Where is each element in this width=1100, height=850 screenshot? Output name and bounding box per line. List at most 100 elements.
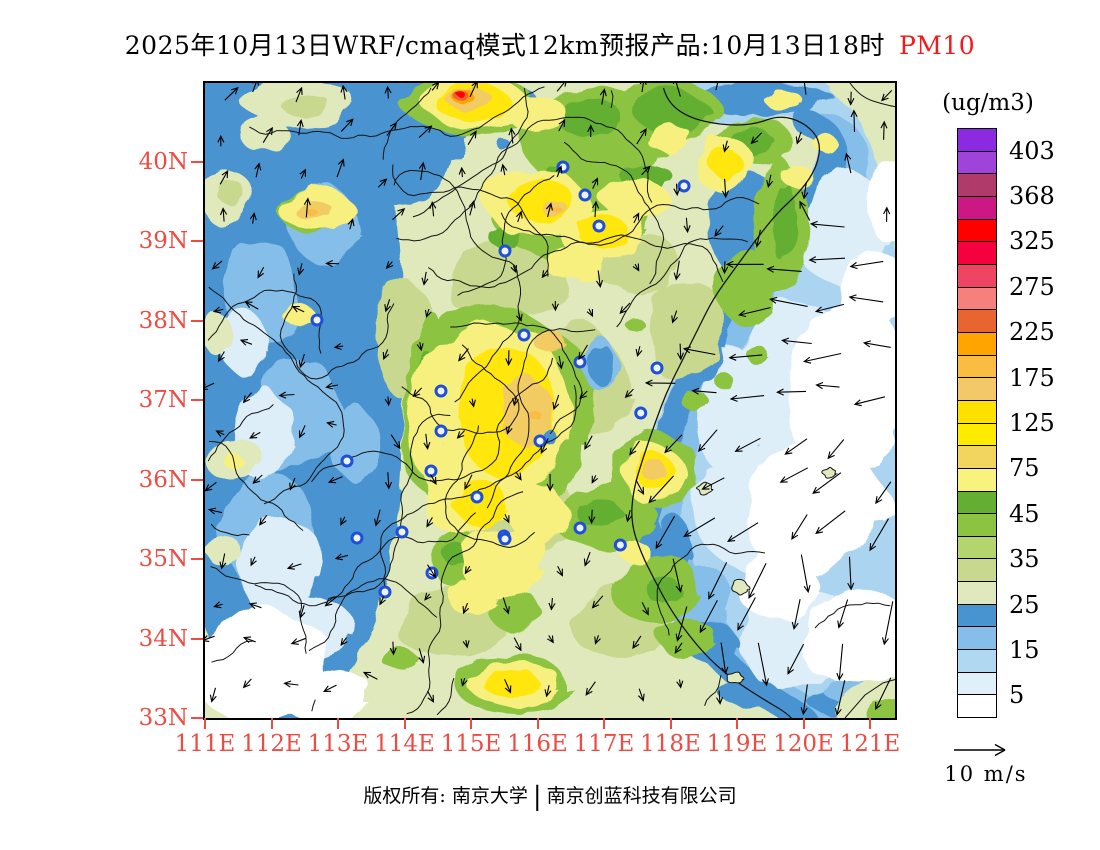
wind-arrow — [587, 124, 595, 138]
wind-arrow — [515, 312, 523, 322]
wind-arrow — [556, 565, 563, 577]
wind-arrow — [427, 690, 435, 704]
lon-label-116E: 116E — [507, 731, 568, 757]
colorbar-tick-label-225: 225 — [1009, 318, 1055, 347]
wind-arrow — [505, 426, 513, 435]
wind-arrow — [809, 220, 845, 228]
wind-arrow — [701, 477, 725, 490]
wind-arrow — [412, 387, 423, 398]
wind-arrow — [728, 353, 763, 361]
plot-title-text: 2025年10月13日WRF/cmaq模式12km预报产品:10月13日18时 — [124, 31, 885, 60]
wind-arrow — [418, 161, 426, 181]
wind-arrow — [385, 472, 393, 490]
wind-arrow — [505, 350, 513, 367]
wind-arrow — [671, 310, 678, 324]
lat-label-38N: 38N — [138, 307, 188, 334]
colorbar-cell-11 — [958, 378, 996, 401]
wind-arrow — [298, 353, 306, 369]
wind-arrow — [213, 601, 223, 609]
lon-tick-114E — [403, 718, 406, 729]
city-marker — [634, 406, 648, 420]
wind-arrow — [748, 562, 767, 599]
wind-arrow — [283, 680, 299, 688]
wind-arrow — [392, 208, 406, 221]
wind-arrow — [429, 201, 437, 217]
wind-arrow — [721, 261, 729, 275]
wind-arrow — [591, 475, 599, 484]
lat-label-39N: 39N — [138, 228, 188, 255]
wind-arrow — [541, 269, 549, 279]
wind-arrow — [814, 303, 845, 314]
wind-arrow — [205, 481, 217, 492]
wind-arrow — [847, 556, 855, 591]
colorbar-tick-label-45: 45 — [1009, 499, 1040, 528]
colorbar-unit-label: (ug/m3) — [942, 90, 1034, 116]
wind-arrow — [585, 681, 596, 696]
lon-tick-119E — [736, 718, 738, 729]
wind-arrow — [468, 200, 476, 216]
wind-arrow — [808, 256, 846, 264]
colorbar-tick-label-325: 325 — [1009, 227, 1055, 256]
wind-arrow — [418, 125, 433, 138]
lat-tick-40N — [191, 161, 203, 163]
wind-arrow — [674, 642, 683, 654]
wind-arrow — [592, 200, 600, 218]
lon-label-120E: 120E — [773, 731, 834, 757]
wind-arrow — [386, 121, 397, 136]
wind-arrow — [298, 605, 306, 619]
wind-arrow — [299, 168, 306, 179]
wind-arrow — [469, 83, 478, 98]
colorbar-cell-13 — [958, 423, 996, 447]
city-marker — [350, 531, 364, 545]
wind-arrow — [291, 305, 305, 313]
lon-tick-121E — [869, 718, 871, 729]
wind-arrow — [467, 130, 477, 145]
wind-arrow — [629, 440, 640, 456]
wind-scale-arrow-icon — [954, 743, 1006, 757]
lat-label-33N: 33N — [138, 705, 188, 731]
wind-arrow — [639, 83, 647, 93]
wind-arrow — [635, 346, 643, 358]
wind-arrow — [242, 678, 252, 689]
wind-arrow — [750, 132, 762, 145]
city-marker — [434, 424, 448, 438]
wind-arrow — [853, 396, 886, 407]
wind-arrow — [880, 120, 888, 140]
wind-arrow — [503, 514, 510, 524]
city-marker — [578, 188, 592, 202]
wind-arrow — [776, 388, 807, 396]
wind-arrow — [416, 342, 424, 352]
wind-arrow — [624, 388, 634, 399]
forecast-map — [205, 83, 895, 718]
colorbar-cell-10 — [958, 355, 996, 379]
lat-tick-35N — [191, 558, 203, 561]
wind-arrow — [286, 563, 302, 570]
wind-arrow — [849, 260, 884, 270]
wind-arrow — [333, 342, 344, 350]
plot-title: 2025年10月13日WRF/cmaq模式12km预报产品:10月13日18时 P… — [0, 26, 1100, 62]
wind-arrow — [212, 306, 224, 314]
wind-arrow — [426, 517, 434, 528]
wind-arrow — [795, 131, 803, 145]
wind-arrow — [875, 677, 892, 711]
wind-arrow — [242, 392, 252, 404]
wind-arrow — [675, 606, 688, 642]
colorbar-tick-label-5: 5 — [1009, 681, 1025, 710]
wind-arrow — [638, 688, 645, 702]
colorbar-cell-0 — [958, 129, 996, 152]
wind-arrow — [334, 553, 349, 561]
wind-arrow — [579, 390, 588, 400]
lat-tick-34N — [191, 637, 203, 640]
colorbar-cell-17 — [958, 514, 996, 537]
wind-arrow — [217, 134, 225, 147]
wind-arrow — [462, 602, 470, 615]
wind-arrow — [545, 202, 553, 218]
wind-arrow — [513, 637, 522, 652]
wind-arrow — [766, 265, 802, 273]
city-marker — [517, 328, 531, 342]
colorbar-cell-24 — [958, 672, 996, 696]
city-marker — [533, 434, 547, 448]
wind-arrow — [837, 599, 849, 629]
wind-arrow — [259, 514, 268, 526]
city-marker — [498, 244, 512, 258]
